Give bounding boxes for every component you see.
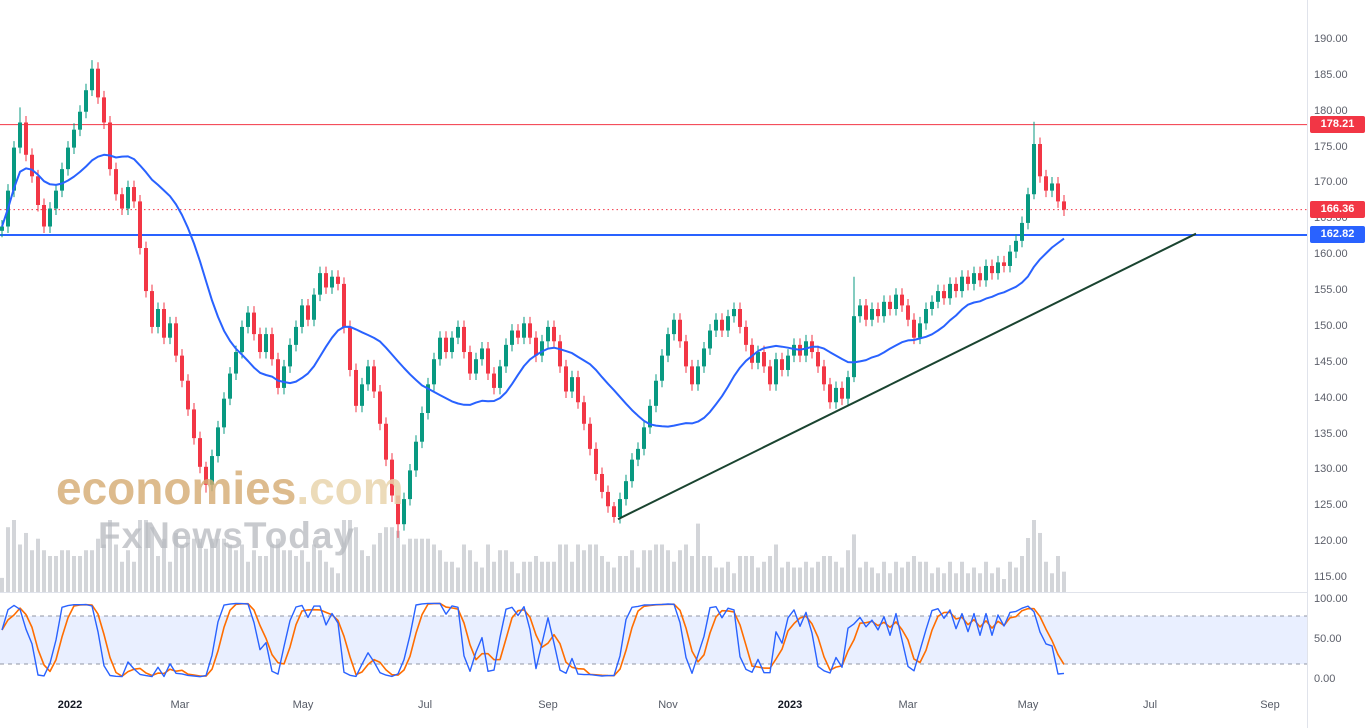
price-axis-label: 180.00 (1314, 104, 1348, 117)
price-axis-label: 150.00 (1314, 319, 1348, 332)
horizontal-levels (0, 124, 1307, 236)
price-axis-label: 145.00 (1314, 355, 1348, 368)
price-axis-label: 125.00 (1314, 499, 1348, 512)
time-axis-label: May (292, 699, 314, 711)
time-axis-label: May (1017, 699, 1039, 711)
time-axis-label: Mar (898, 699, 918, 711)
time-axis-label: 2022 (57, 699, 83, 711)
price-axis-label: 175.00 (1314, 140, 1348, 153)
time-axis-label: Jul (417, 699, 433, 711)
price-axis-label: 155.00 (1314, 284, 1348, 297)
price-tag-178.21: 178.21 (1310, 115, 1365, 133)
time-axis[interactable]: 2022 Mar May Jul Sep Nov 2023 Mar May Jul Sep (0, 690, 1307, 728)
time-axis-label: Jul (1142, 699, 1158, 711)
price-axis-label: 160.00 (1314, 248, 1348, 261)
price-axis-label: 170.00 (1314, 176, 1348, 189)
time-axis-label: 2023 (777, 699, 803, 711)
stochastic-k-line (1, 602, 1065, 678)
moving-average-line (1, 153, 1065, 428)
price-tag-162.82: 162.82 (1310, 225, 1365, 243)
price-axis-label: 130.00 (1314, 463, 1348, 476)
price-axis-label: 185.00 (1314, 68, 1348, 81)
stochastic-axis-label: 0.00 (1314, 673, 1336, 685)
candlestick-series (0, 60, 1066, 538)
price-axis-label: 135.00 (1314, 427, 1348, 440)
price-axis-label: 120.00 (1314, 535, 1348, 548)
price-axis-label: 140.00 (1314, 391, 1348, 404)
time-axis-label: Sep (1260, 699, 1280, 711)
price-axis[interactable]: 190.00 185.00 180.00 175.00 170.00 165.00 160.… (1307, 0, 1366, 728)
price-axis-label: 190.00 (1314, 33, 1348, 45)
stochastic-axis-label: 50.00 (1314, 633, 1342, 645)
trendline (617, 232, 1197, 521)
stochastic-axis-label: 100.00 (1314, 593, 1348, 605)
price-tag-166.36: 166.36 (1310, 200, 1365, 218)
time-axis-label: Nov (658, 699, 678, 711)
time-axis-label: Mar (170, 699, 190, 711)
stochastic-indicator (0, 602, 1307, 678)
price-axis-label: 115.00 (1314, 570, 1347, 583)
time-axis-label: Sep (538, 699, 558, 711)
volume-series (0, 520, 1066, 592)
